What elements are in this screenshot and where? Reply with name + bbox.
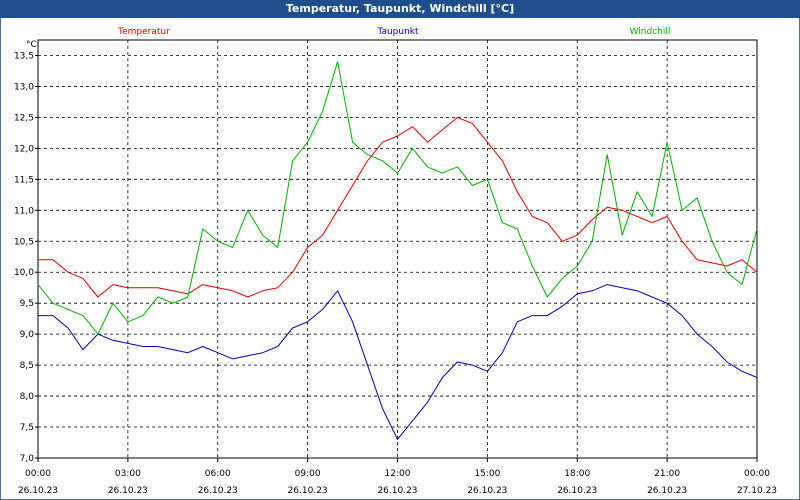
window-title: Temperatur, Taupunkt, Windchill [°C] [0, 0, 800, 18]
y-tick-label: 12,0 [14, 144, 34, 154]
x-tick-date-label: 26.10.23 [288, 486, 328, 496]
legend-temperatur: Temperatur [117, 27, 170, 37]
x-tick-date-label: 26.10.23 [557, 486, 597, 496]
y-tick-label: 7,0 [20, 454, 35, 464]
y-tick-label: 8,0 [20, 392, 35, 402]
taupunkt-line [38, 284, 758, 440]
x-tick-date-label: 26.10.23 [198, 486, 238, 496]
y-tick-label: 9,5 [20, 299, 34, 309]
x-tick-date-label: 26.10.23 [647, 486, 687, 496]
temperatur-line [38, 116, 758, 298]
x-tick-time-label: 21:00 [654, 469, 680, 479]
y-tick-label: 12,5 [14, 113, 34, 123]
x-tick-time-label: 06:00 [205, 469, 231, 479]
x-tick-date-label: 27.10.23 [737, 486, 777, 496]
x-tick-date-label: 26.10.23 [108, 486, 148, 496]
series-layer [37, 61, 758, 440]
y-tick-label: 8,5 [20, 361, 34, 371]
x-tick-time-label: 03:00 [115, 469, 141, 479]
x-tick-time-label: 18:00 [564, 469, 590, 479]
x-tick-time-label: 00:00 [25, 469, 51, 479]
y-tick-label: 9,0 [20, 330, 35, 340]
windchill-line [37, 61, 758, 335]
legend-windchill: Windchill [630, 27, 671, 37]
x-tick-time-label: 12:00 [385, 469, 411, 479]
y-tick-label: 7,5 [20, 423, 34, 433]
y-tick-label: 11,0 [14, 206, 34, 216]
y-tick-label: 13,5 [14, 51, 34, 61]
x-tick-time-label: 09:00 [295, 469, 321, 479]
y-tick-label: 10,5 [14, 237, 34, 247]
grid [38, 40, 757, 459]
x-tick-date-label: 26.10.23 [377, 486, 417, 496]
axes: 7,0 7,5 8,0 8,5 9,0 9,5 10,0 10,5 11,0 11,5 12,0 12… [14, 51, 777, 496]
y-axis-unit-label: °C [26, 40, 37, 50]
y-tick-label: 10,0 [14, 268, 34, 278]
x-tick-date-label: 26.10.23 [18, 486, 58, 496]
y-tick-label: 13,0 [14, 82, 34, 92]
x-tick-date-label: 26.10.23 [467, 486, 507, 496]
x-tick-time-label: 00:00 [744, 469, 770, 479]
legend-taupunkt: Taupunkt [376, 27, 419, 37]
y-tick-label: 11,5 [14, 175, 34, 185]
x-tick-time-label: 15:00 [474, 469, 500, 479]
